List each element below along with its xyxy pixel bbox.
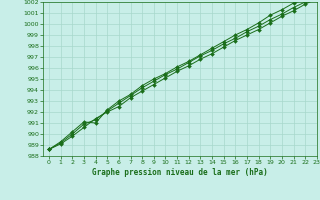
X-axis label: Graphe pression niveau de la mer (hPa): Graphe pression niveau de la mer (hPa) <box>92 168 268 177</box>
